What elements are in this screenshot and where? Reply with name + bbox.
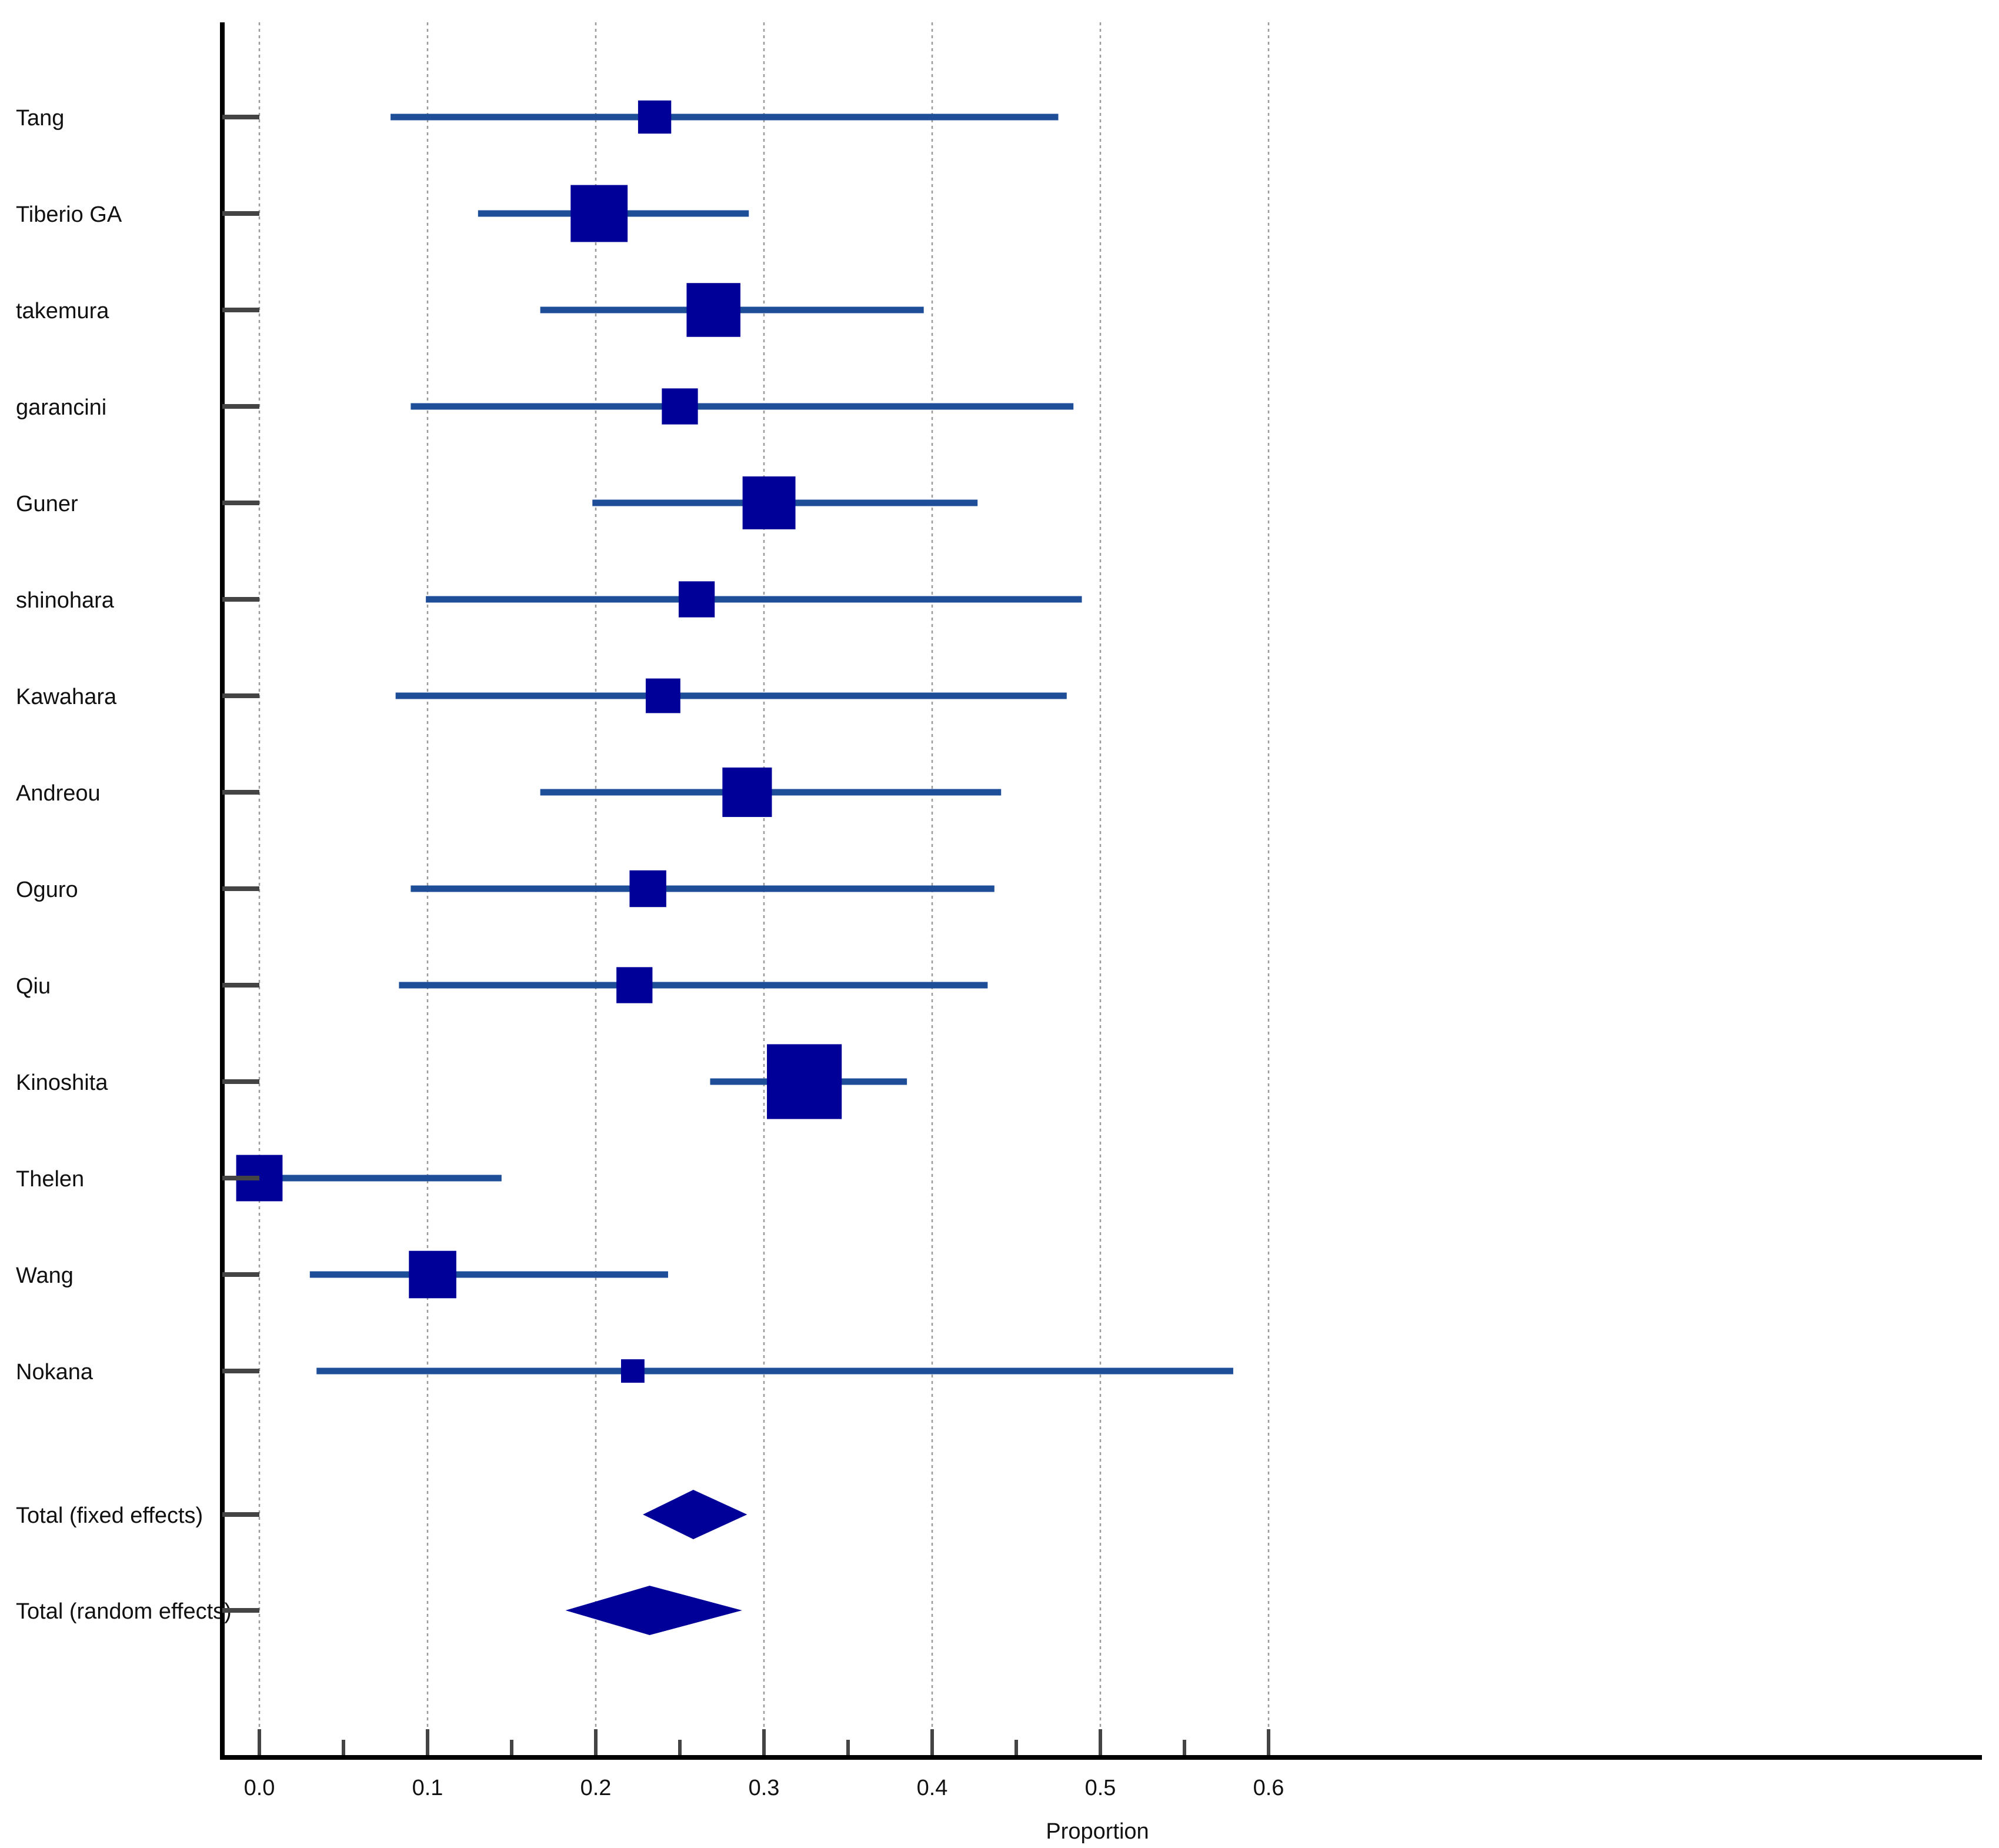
study-marker (570, 185, 628, 242)
axes: 0.0 0.1 0.2 0.3 0.4 0.5 0.6 (220, 22, 1982, 1800)
x-tick-label: 0.6 (1253, 1776, 1284, 1800)
study-marker (645, 678, 680, 713)
study-label: Kinoshita (16, 1070, 108, 1095)
x-tick-label: 0.5 (1085, 1776, 1116, 1800)
study-marker (767, 1044, 842, 1119)
total-label: Total (random effects) (16, 1599, 232, 1624)
study-label: Tiberio GA (16, 202, 122, 227)
study-label: shinohara (16, 588, 115, 613)
study-marker (662, 388, 698, 425)
x-tick-label: 0.3 (749, 1776, 780, 1800)
pooled-diamond (643, 1490, 747, 1539)
study-labels: Tang Tiberio GA takemura garancini Guner shin… (16, 106, 232, 1624)
study-label: takemura (16, 299, 109, 323)
study-marker (616, 967, 653, 1003)
x-tick-label: 0.0 (244, 1776, 275, 1800)
study-marker (409, 1250, 456, 1299)
study-label: Kawahara (16, 685, 117, 709)
study-marker (678, 581, 715, 618)
study-label: Tang (16, 106, 64, 131)
study-marker (629, 870, 666, 908)
x-tick-label: 0.1 (412, 1776, 443, 1800)
pooled-diamonds (565, 1490, 747, 1635)
study-label: Qiu (16, 974, 51, 999)
confidence-intervals (259, 114, 1233, 1375)
study-markers (236, 100, 842, 1383)
study-marker (638, 100, 672, 134)
pooled-diamond (565, 1586, 742, 1635)
study-marker (686, 283, 740, 337)
study-marker (742, 476, 796, 529)
x-axis-title: Proportion (1046, 1819, 1149, 1844)
study-label: Nokana (16, 1360, 94, 1385)
study-label: Wang (16, 1263, 74, 1288)
x-tick-label: 0.2 (580, 1776, 612, 1800)
total-label: Total (fixed effects) (16, 1503, 203, 1528)
study-label: Thelen (16, 1167, 84, 1192)
study-label: Andreou (16, 781, 101, 806)
study-marker (620, 1359, 645, 1383)
study-label: garancini (16, 395, 106, 420)
study-label: Guner (16, 492, 78, 516)
study-label: Oguro (16, 878, 78, 902)
x-tick-label: 0.4 (917, 1776, 948, 1800)
study-marker (722, 767, 772, 818)
